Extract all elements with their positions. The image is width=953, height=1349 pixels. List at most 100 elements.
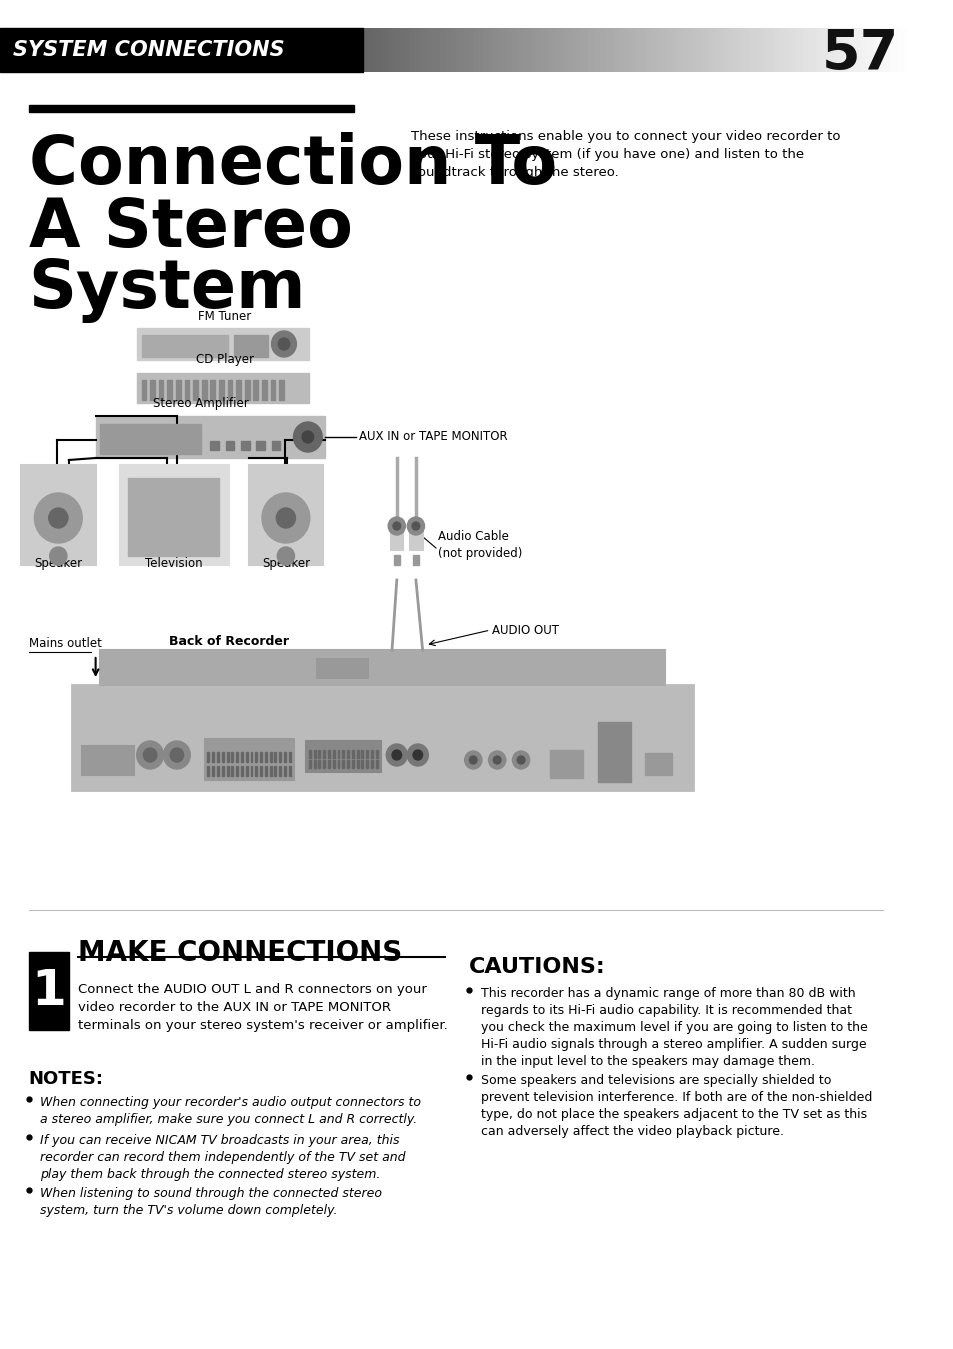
Bar xyxy=(207,766,209,776)
Circle shape xyxy=(163,741,190,769)
Bar xyxy=(289,751,291,762)
Bar xyxy=(203,738,294,780)
Bar xyxy=(337,750,339,758)
Bar xyxy=(136,328,309,360)
Bar xyxy=(375,750,377,758)
Bar xyxy=(270,766,272,776)
Bar xyxy=(284,766,286,776)
Bar xyxy=(29,105,354,112)
Bar xyxy=(318,759,320,768)
Bar xyxy=(305,741,381,772)
Text: This recorder has a dynamic range of more than 80 dB with
regards to its Hi-Fi a: This recorder has a dynamic range of mor… xyxy=(480,987,867,1068)
Circle shape xyxy=(143,747,156,762)
Bar xyxy=(333,759,335,768)
Bar xyxy=(234,335,268,357)
Bar xyxy=(333,750,335,758)
Bar xyxy=(279,380,284,401)
Circle shape xyxy=(272,331,296,357)
Circle shape xyxy=(412,522,419,530)
Bar xyxy=(342,759,344,768)
Bar xyxy=(394,554,399,565)
Bar xyxy=(597,722,630,782)
Bar xyxy=(95,415,325,459)
Circle shape xyxy=(413,750,422,759)
Bar xyxy=(241,441,250,451)
Bar xyxy=(645,753,672,774)
Circle shape xyxy=(469,755,476,764)
Bar xyxy=(219,380,224,401)
Circle shape xyxy=(407,745,428,766)
Circle shape xyxy=(493,755,500,764)
Bar xyxy=(167,380,172,401)
Bar xyxy=(226,441,234,451)
Bar xyxy=(29,952,69,1031)
Bar xyxy=(279,751,281,762)
Text: Connection To: Connection To xyxy=(29,132,557,198)
Bar xyxy=(141,380,146,401)
Bar xyxy=(227,766,229,776)
Bar xyxy=(347,759,349,768)
Bar xyxy=(236,766,238,776)
Bar xyxy=(228,380,233,401)
Text: SYSTEM CONNECTIONS: SYSTEM CONNECTIONS xyxy=(13,40,285,59)
Bar xyxy=(347,750,349,758)
Text: Some speakers and televisions are specially shielded to
prevent television inter: Some speakers and televisions are specia… xyxy=(480,1074,871,1139)
Circle shape xyxy=(386,745,407,766)
Bar xyxy=(232,766,233,776)
Text: System: System xyxy=(29,258,306,322)
Bar xyxy=(241,751,243,762)
Circle shape xyxy=(294,422,322,452)
Bar xyxy=(323,759,325,768)
Text: AUDIO OUT: AUDIO OUT xyxy=(492,623,558,637)
Bar xyxy=(251,766,253,776)
Text: 1: 1 xyxy=(31,967,66,1014)
Bar xyxy=(356,759,358,768)
Bar xyxy=(249,465,323,565)
Bar xyxy=(241,766,243,776)
Bar xyxy=(260,766,262,776)
Text: These instructions enable you to connect your video recorder to
your Hi-Fi stere: These instructions enable you to connect… xyxy=(411,130,840,179)
Bar xyxy=(323,750,325,758)
Bar xyxy=(262,380,267,401)
Text: Audio Cable
(not provided): Audio Cable (not provided) xyxy=(437,530,521,560)
Circle shape xyxy=(407,517,424,536)
Text: Speaker: Speaker xyxy=(34,557,82,571)
Bar xyxy=(128,478,219,556)
Bar xyxy=(342,750,344,758)
Bar xyxy=(352,759,354,768)
Bar xyxy=(315,658,368,679)
Bar xyxy=(232,751,233,762)
Bar xyxy=(207,751,209,762)
Bar xyxy=(71,685,693,791)
Bar xyxy=(409,522,422,550)
Bar xyxy=(260,751,262,762)
Text: CAUTIONS:: CAUTIONS: xyxy=(468,956,604,977)
Bar xyxy=(210,380,215,401)
Bar xyxy=(265,751,267,762)
Bar xyxy=(184,380,189,401)
Circle shape xyxy=(34,492,82,544)
Bar xyxy=(371,759,373,768)
Bar xyxy=(328,750,330,758)
Bar xyxy=(366,750,368,758)
Text: CD Player: CD Player xyxy=(195,353,253,366)
Bar xyxy=(227,751,229,762)
Bar xyxy=(318,750,320,758)
Bar xyxy=(366,759,368,768)
Text: Speaker: Speaker xyxy=(261,557,310,571)
Circle shape xyxy=(393,522,400,530)
Bar xyxy=(314,759,315,768)
Bar xyxy=(271,380,275,401)
Bar xyxy=(193,380,197,401)
Bar xyxy=(210,441,219,451)
Bar xyxy=(212,766,214,776)
Text: Mains outlet: Mains outlet xyxy=(29,637,101,650)
Text: Television: Television xyxy=(145,557,203,571)
Text: FM Tuner: FM Tuner xyxy=(198,310,251,322)
Bar xyxy=(289,766,291,776)
Bar xyxy=(361,759,363,768)
Bar xyxy=(236,751,238,762)
Bar xyxy=(274,751,276,762)
Bar xyxy=(119,465,230,565)
Circle shape xyxy=(136,741,163,769)
